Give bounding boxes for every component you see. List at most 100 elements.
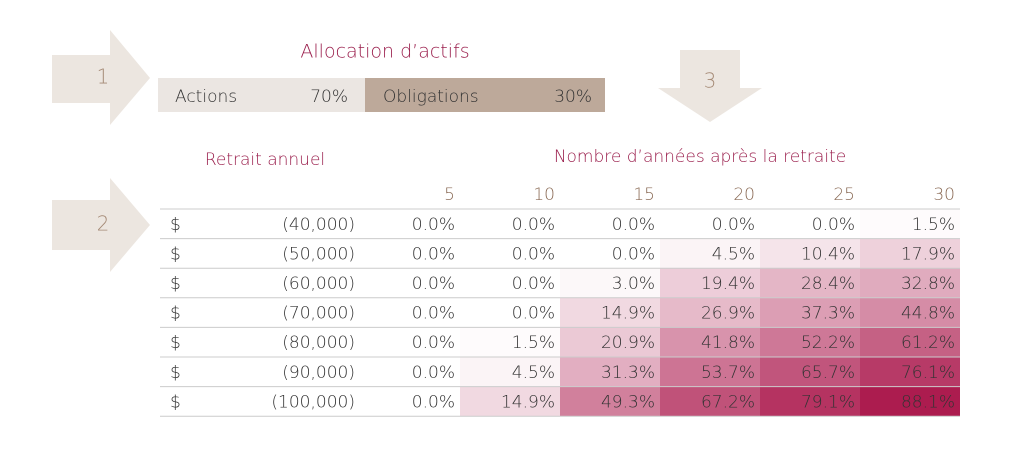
amount: (100,000) — [271, 392, 355, 412]
cell-bg — [860, 238, 960, 269]
amount: (70,000) — [282, 304, 355, 324]
currency: $ — [170, 392, 181, 412]
cell: 28.4% — [801, 274, 855, 294]
cell: 41.8% — [701, 333, 755, 353]
currency: $ — [170, 363, 181, 383]
cell: 49.3% — [601, 392, 655, 412]
cell: 0.0% — [712, 215, 755, 235]
cell-bg — [560, 386, 660, 417]
allocation-label: Actions — [175, 87, 237, 107]
cell: 0.0% — [412, 274, 455, 294]
cell: 0.0% — [612, 244, 655, 264]
allocation-title: Allocation d’actifs — [300, 41, 469, 63]
cell-bg — [860, 297, 960, 328]
cell: 10.4% — [801, 244, 855, 264]
cell: 0.0% — [412, 392, 455, 412]
column-label: 30 — [933, 185, 955, 205]
step-label: 3 — [704, 69, 717, 93]
currency: $ — [170, 215, 181, 235]
cell-bg — [460, 386, 560, 417]
cell: 1.5% — [512, 333, 555, 353]
currency: $ — [170, 244, 181, 264]
currency: $ — [170, 333, 181, 353]
cell: 17.9% — [901, 244, 955, 264]
cell-bg — [760, 327, 860, 357]
row-header: Retrait annuel — [205, 150, 325, 170]
cell-bg — [560, 327, 660, 357]
amount: (80,000) — [282, 333, 355, 353]
cell: 44.8% — [901, 304, 955, 324]
cell: 67.2% — [701, 392, 755, 412]
cell: 26.9% — [701, 304, 755, 324]
cell-bg — [760, 386, 860, 417]
cell: 79.1% — [801, 392, 855, 412]
column-label: 20 — [733, 185, 755, 205]
cell: 0.0% — [412, 333, 455, 353]
table: 5 10 15 20 25 30 $ (40,000) 0.0% 0.0% 0.0% 0.0% 0.0%… — [160, 185, 960, 417]
cell: 88.1% — [901, 392, 955, 412]
cell: 0.0% — [412, 363, 455, 383]
cell-bg — [860, 268, 960, 298]
cell: 0.0% — [512, 304, 555, 324]
cell-bg — [660, 297, 760, 328]
currency: $ — [170, 274, 181, 294]
column-label: 10 — [533, 185, 555, 205]
arrow — [52, 178, 150, 272]
cell: 76.1% — [901, 363, 955, 383]
cell: 0.0% — [612, 215, 655, 235]
cell-bg — [860, 327, 960, 357]
cell: 53.7% — [701, 363, 755, 383]
column-label: 15 — [633, 185, 655, 205]
amount: (40,000) — [282, 215, 355, 235]
allocation-box — [365, 78, 605, 112]
cell-bg — [860, 357, 960, 387]
cell-bg — [660, 238, 760, 269]
cell-bg — [460, 357, 560, 387]
cell-bg — [660, 386, 760, 417]
cell: 14.9% — [601, 304, 655, 324]
amount: (60,000) — [282, 274, 355, 294]
currency: $ — [170, 304, 181, 324]
cell-bg — [560, 297, 660, 328]
cell: 3.0% — [612, 274, 655, 294]
cell: 0.0% — [512, 215, 555, 235]
cell-bg — [560, 357, 660, 387]
cell: 0.0% — [512, 274, 555, 294]
cell-bg — [660, 268, 760, 298]
cell: 0.0% — [412, 304, 455, 324]
cell: 32.8% — [901, 274, 955, 294]
arrow — [658, 50, 762, 122]
cell-bg — [760, 357, 860, 387]
cell-bg — [760, 297, 860, 328]
cell-bg — [660, 357, 760, 387]
cell: 0.0% — [412, 244, 455, 264]
cell: 0.0% — [512, 244, 555, 264]
step-label: 2 — [97, 212, 110, 236]
cell: 0.0% — [812, 215, 855, 235]
cell: 20.9% — [601, 333, 655, 353]
cell: 37.3% — [801, 304, 855, 324]
cell: 14.9% — [501, 392, 555, 412]
cell: 61.2% — [901, 333, 955, 353]
cell-bg — [660, 327, 760, 357]
arrow — [52, 30, 150, 125]
cell-bg — [760, 268, 860, 298]
cell: 4.5% — [512, 363, 555, 383]
column-label: 5 — [444, 185, 455, 205]
column-label: 25 — [833, 185, 855, 205]
cell: 65.7% — [801, 363, 855, 383]
allocation-value: 70% — [310, 87, 348, 107]
amount: (90,000) — [282, 363, 355, 383]
allocation-label: Obligations — [383, 87, 479, 107]
cell: 52.2% — [801, 333, 855, 353]
cell-bg — [760, 238, 860, 269]
cell: 31.3% — [601, 363, 655, 383]
cell: 19.4% — [701, 274, 755, 294]
amount: (50,000) — [282, 244, 355, 264]
column-header: Nombre d’années après la retraite — [554, 147, 846, 167]
allocation-box — [158, 78, 365, 112]
step-label: 1 — [97, 65, 110, 89]
cell: 0.0% — [412, 215, 455, 235]
cell-bg — [860, 386, 960, 417]
